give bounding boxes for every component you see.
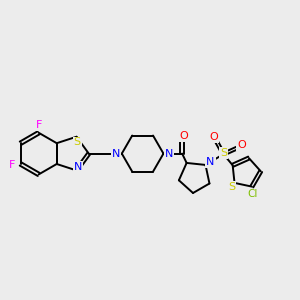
Text: Cl: Cl bbox=[248, 190, 258, 200]
Text: O: O bbox=[237, 140, 246, 150]
Text: O: O bbox=[180, 130, 188, 141]
Text: S: S bbox=[220, 148, 227, 158]
Text: N: N bbox=[206, 157, 215, 167]
Text: N: N bbox=[112, 148, 121, 159]
Text: N: N bbox=[165, 148, 173, 159]
Text: S: S bbox=[74, 137, 81, 148]
Text: O: O bbox=[209, 132, 218, 142]
Text: F: F bbox=[8, 160, 15, 170]
Text: S: S bbox=[228, 182, 235, 192]
Text: F: F bbox=[35, 120, 42, 130]
Text: N: N bbox=[74, 162, 82, 172]
